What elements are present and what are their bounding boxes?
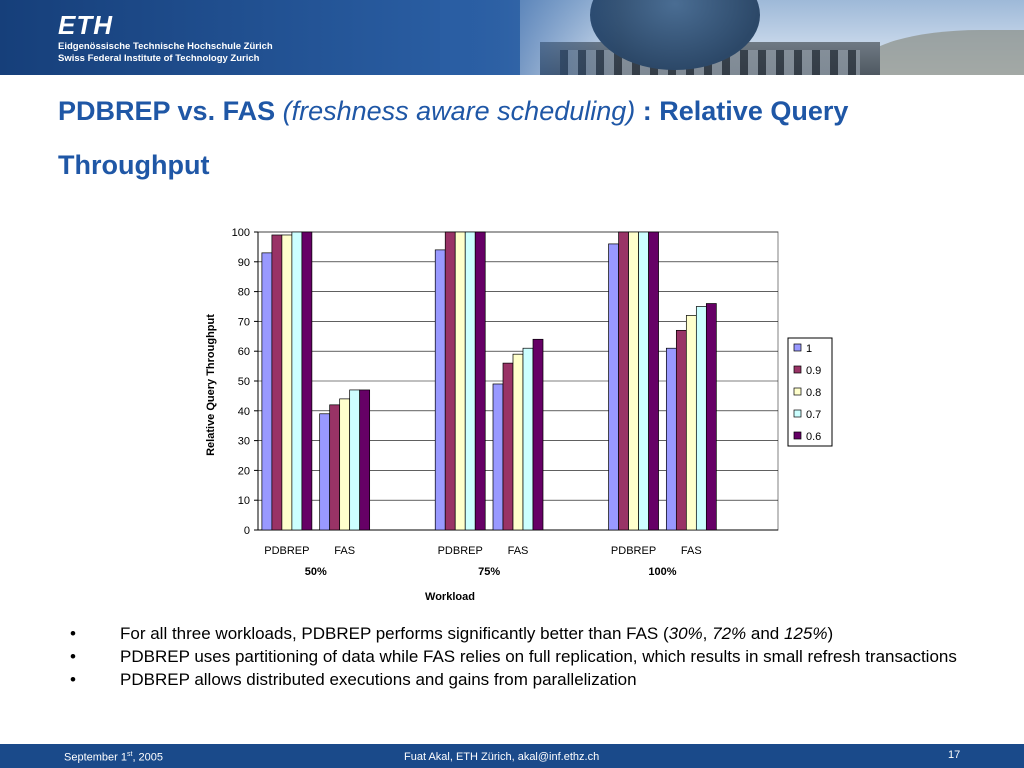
bar bbox=[638, 231, 649, 531]
bullet-text-sep: , bbox=[702, 624, 713, 643]
bar bbox=[512, 353, 524, 531]
bar bbox=[281, 234, 293, 531]
bar bbox=[685, 315, 697, 531]
bar bbox=[522, 347, 534, 531]
legend-label: 0.7 bbox=[806, 409, 821, 421]
bar bbox=[492, 383, 504, 531]
bar bbox=[301, 231, 313, 531]
y-tick-label: 80 bbox=[238, 287, 250, 299]
y-tick-label: 40 bbox=[238, 406, 250, 418]
x-tick-label: FAS bbox=[681, 545, 702, 557]
title-italic: (freshness aware scheduling) bbox=[282, 96, 636, 126]
x-tick-label: FAS bbox=[334, 545, 355, 557]
legend-label: 0.6 bbox=[806, 431, 821, 443]
bullet-value: 72% bbox=[712, 624, 747, 643]
x-group-label: 100% bbox=[648, 566, 676, 578]
bar bbox=[665, 347, 677, 531]
title-main: PDBREP vs. FAS bbox=[58, 96, 283, 126]
legend-swatch bbox=[793, 409, 802, 418]
y-tick-label: 30 bbox=[238, 436, 250, 448]
x-group-label: 50% bbox=[305, 566, 327, 578]
y-tick-label: 60 bbox=[238, 346, 250, 358]
eth-logo: ETH bbox=[58, 10, 113, 40]
bar bbox=[695, 306, 707, 531]
x-tick-label: PDBREP bbox=[264, 545, 309, 557]
bullet-value: 125% bbox=[783, 624, 828, 643]
bullet-text-end: ) bbox=[827, 624, 834, 643]
legend-label: 0.8 bbox=[806, 387, 821, 399]
bullet-text: PDBREP allows distributed executions and… bbox=[120, 670, 637, 689]
bar bbox=[349, 389, 361, 531]
header-photo-fade bbox=[440, 0, 620, 75]
bar bbox=[291, 231, 303, 531]
y-tick-label: 90 bbox=[238, 257, 250, 269]
bar bbox=[474, 231, 486, 531]
legend-swatch bbox=[793, 387, 802, 396]
page-number: 17 bbox=[948, 749, 961, 761]
bar bbox=[329, 404, 341, 531]
x-tick-label: PDBREP bbox=[611, 545, 656, 557]
bar bbox=[532, 338, 544, 531]
bullet-list: • For all three workloads, PDBREP perform… bbox=[66, 622, 966, 691]
bar bbox=[444, 231, 456, 531]
bar bbox=[319, 413, 331, 531]
footer-author: Fuat Akal, ETH Zürich, akal@inf.ethz.ch bbox=[404, 751, 600, 763]
bullet-item: • PDBREP allows distributed executions an… bbox=[66, 668, 966, 691]
y-tick-label: 70 bbox=[238, 316, 250, 328]
bar bbox=[628, 231, 639, 531]
logo-subtitle-german: Eidgenössische Technische Hochschule Zür… bbox=[58, 41, 273, 52]
bar bbox=[359, 389, 371, 531]
x-tick-label: PDBREP bbox=[438, 545, 483, 557]
header-banner: ETH Eidgenössische Technische Hochschule… bbox=[0, 0, 1024, 75]
bar bbox=[618, 231, 629, 531]
footer-date: September 1st, 2005 bbox=[64, 751, 163, 764]
bar bbox=[434, 249, 446, 531]
bullet-text-sep: and bbox=[746, 624, 784, 643]
bar bbox=[464, 231, 476, 531]
legend-swatch bbox=[793, 365, 802, 374]
bar-chart: 0 10 20 30 40 50 60 70 80 90 100 PDBREP FAS PDBREP FAS… bbox=[205, 227, 833, 603]
slide-title: PDBREP vs. FAS (freshness aware scheduli… bbox=[58, 84, 998, 192]
footer-bar: September 1st, 2005 Fuat Akal, ETH Züric… bbox=[0, 744, 1024, 768]
y-tick-label: 20 bbox=[238, 465, 250, 477]
x-group-label: 75% bbox=[478, 566, 500, 578]
legend-label: 0.9 bbox=[806, 365, 821, 377]
bullet-marker: • bbox=[70, 647, 76, 666]
legend-swatch bbox=[793, 343, 802, 352]
bar bbox=[648, 231, 659, 531]
bar bbox=[705, 303, 717, 531]
bar bbox=[271, 234, 283, 531]
bar bbox=[454, 231, 466, 531]
bar bbox=[675, 329, 687, 531]
footer-date-prefix: September 1 bbox=[64, 751, 127, 764]
bullet-text: For all three workloads, PDBREP performs… bbox=[120, 624, 669, 643]
title-suffix: : Relative Query Throughput bbox=[58, 96, 849, 180]
bullet-marker: • bbox=[70, 624, 76, 643]
bullet-value: 30% bbox=[668, 624, 703, 643]
bullet-item: • For all three workloads, PDBREP perform… bbox=[66, 622, 966, 645]
bullet-marker: • bbox=[70, 670, 76, 689]
bar bbox=[502, 362, 514, 531]
bullet-item: • PDBREP uses partitioning of data while … bbox=[66, 645, 966, 668]
bar bbox=[608, 243, 619, 531]
y-tick-label: 10 bbox=[238, 495, 250, 507]
bar bbox=[261, 252, 273, 531]
legend-label: 1 bbox=[806, 343, 812, 355]
x-tick-label: FAS bbox=[508, 545, 529, 557]
footer-date-sup: st bbox=[126, 751, 133, 758]
footer-date-suffix: , 2005 bbox=[132, 751, 164, 764]
bar bbox=[339, 398, 351, 531]
y-tick-label: 50 bbox=[238, 376, 250, 388]
logo-subtitle-english: Swiss Federal Institute of Technology Zu… bbox=[58, 53, 260, 64]
legend-swatch bbox=[793, 431, 802, 440]
y-axis-title: Relative Query Throughput bbox=[205, 314, 217, 456]
x-axis-title: Workload bbox=[425, 591, 475, 603]
y-tick-label: 100 bbox=[232, 227, 250, 239]
y-tick-label: 0 bbox=[244, 525, 250, 537]
bullet-text: PDBREP uses partitioning of data while F… bbox=[120, 647, 957, 666]
